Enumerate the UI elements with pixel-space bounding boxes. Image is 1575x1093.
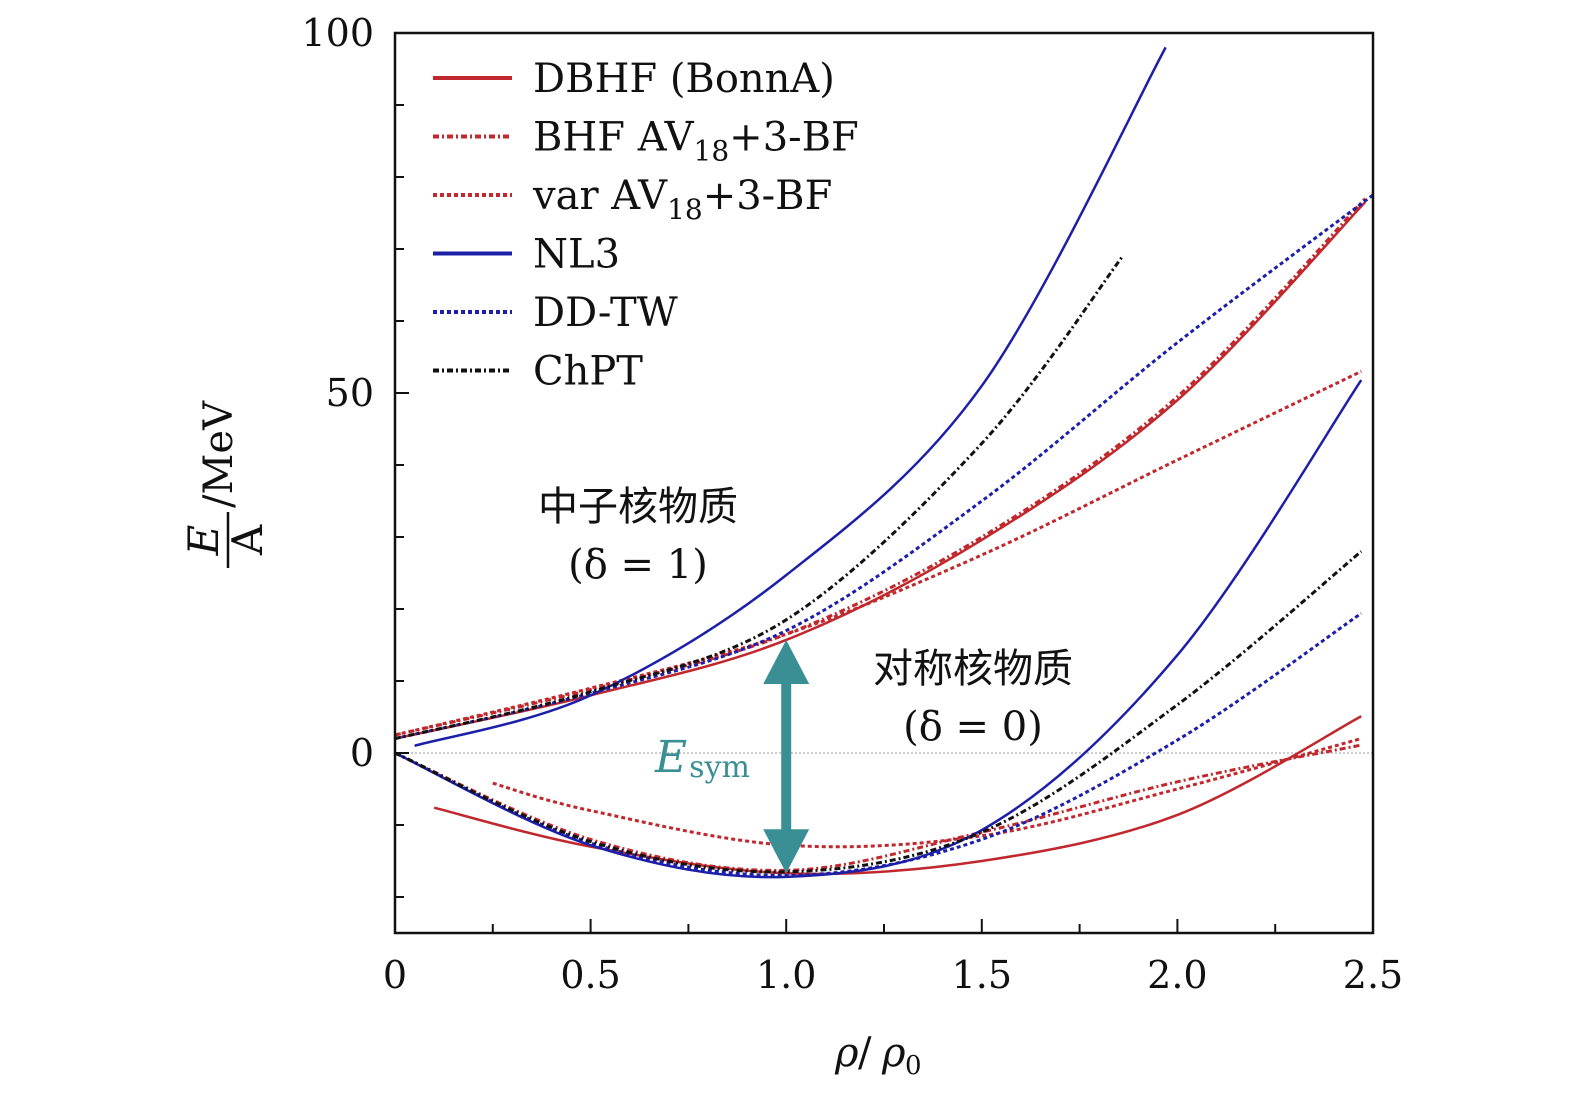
y-tick-label: 0 [350,731,374,775]
series-line-ddtw [394,612,1363,877]
x-tick-label: 2.0 [1147,953,1207,997]
legend-item-nl3: NL3 [433,232,620,278]
x-axis-label-slash: / [858,1030,872,1076]
x-tick-label: 0 [383,953,407,997]
esym-arrow-head-down [763,829,810,874]
legend-item-dbhf: DBHF (BonnA) [433,56,835,102]
neutron-matter-delta: (δ = 1) [568,542,708,588]
series-line-nl3 [414,46,1167,748]
esym-label-main: E [654,732,687,783]
x-tick-label: 2.5 [1343,953,1403,997]
legend-item-ddtw: DD-TW [433,290,678,336]
x-tick-label: 0.5 [560,953,620,997]
legend-label: DD-TW [533,290,678,336]
legend-label: var AV18+3-BF [532,173,832,226]
x-axis-label-num: ρ [834,1030,859,1076]
series-line-bhf [394,743,1362,872]
y-axis-label-num: E [179,525,228,557]
esym-arrow-head-up [763,639,810,684]
esym-label-sub: sym [689,750,750,785]
legend-label: ChPT [533,349,643,395]
series-line-dbhf [394,201,1367,740]
series-line-ddtw [394,193,1374,741]
legend-label: BHF AV18+3-BF [533,115,859,168]
x-axis-label: ρ / ρ 0 [834,1030,922,1081]
symmetric-matter-label: 对称核物质 [873,646,1073,692]
esym-label: E sym [654,732,750,785]
neutron-matter-label: 中子核物质 [538,484,738,530]
y-axis-label-unit: /MeV [196,400,242,508]
symmetric-matter-delta: (δ = 0) [903,704,1043,750]
x-tick-label: 1.5 [952,953,1012,997]
x-axis-label-den: ρ [881,1030,906,1076]
x-tick-label: 1.0 [756,953,816,997]
legend-label: DBHF (BonnA) [533,56,835,102]
series-line-nl3 [394,379,1363,879]
legend-item-chpt: ChPT [433,349,643,395]
series-line-var [492,737,1362,849]
y-tick-label: 100 [301,11,374,55]
series-line-dbhf [433,715,1362,876]
y-axis-label: E A /MeV [179,400,272,568]
x-axis-label-sub: 0 [905,1051,922,1081]
series-line-chpt [394,255,1124,741]
series-line-var [394,370,1362,737]
y-tick-label: 50 [326,371,374,415]
series-line-bhf [394,197,1367,737]
legend-label: NL3 [533,232,620,278]
y-axis-label-den: A [223,524,272,556]
legend-item-var: var AV18+3-BF [433,173,832,226]
legend-item-bhf: BHF AV18+3-BF [433,115,859,168]
